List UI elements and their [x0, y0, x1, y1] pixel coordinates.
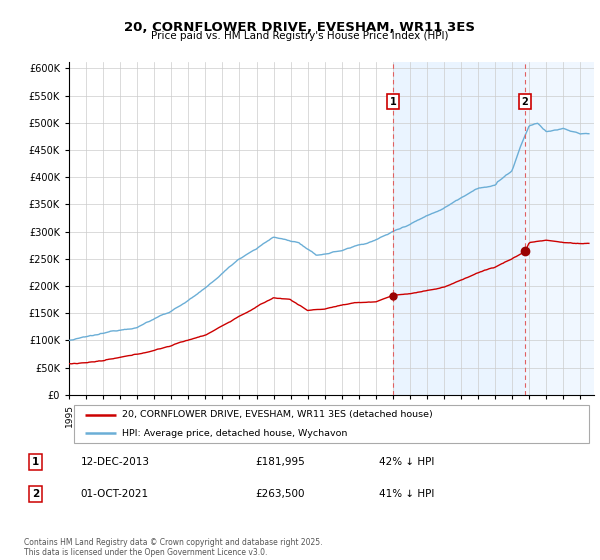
- Text: 41% ↓ HPI: 41% ↓ HPI: [379, 489, 434, 500]
- Text: 1: 1: [389, 96, 396, 106]
- Bar: [393, 62, 525, 395]
- Text: Contains HM Land Registry data © Crown copyright and database right 2025.
This d: Contains HM Land Registry data © Crown c…: [24, 538, 323, 557]
- Text: £181,995: £181,995: [255, 457, 305, 467]
- Text: 20, CORNFLOWER DRIVE, EVESHAM, WR11 3ES (detached house): 20, CORNFLOWER DRIVE, EVESHAM, WR11 3ES …: [121, 410, 432, 419]
- Text: 2: 2: [521, 96, 529, 106]
- Text: 1: 1: [32, 457, 39, 467]
- Text: Price paid vs. HM Land Registry's House Price Index (HPI): Price paid vs. HM Land Registry's House …: [151, 31, 449, 41]
- Text: 01-OCT-2021: 01-OCT-2021: [80, 489, 149, 500]
- Text: 20, CORNFLOWER DRIVE, EVESHAM, WR11 3ES: 20, CORNFLOWER DRIVE, EVESHAM, WR11 3ES: [125, 21, 476, 34]
- Text: 2: 2: [32, 489, 39, 500]
- Text: £263,500: £263,500: [255, 489, 305, 500]
- Text: 12-DEC-2013: 12-DEC-2013: [80, 457, 149, 467]
- Text: HPI: Average price, detached house, Wychavon: HPI: Average price, detached house, Wych…: [121, 429, 347, 438]
- Text: 42% ↓ HPI: 42% ↓ HPI: [379, 457, 434, 467]
- Bar: [525, 62, 600, 395]
- FancyBboxPatch shape: [74, 405, 589, 443]
